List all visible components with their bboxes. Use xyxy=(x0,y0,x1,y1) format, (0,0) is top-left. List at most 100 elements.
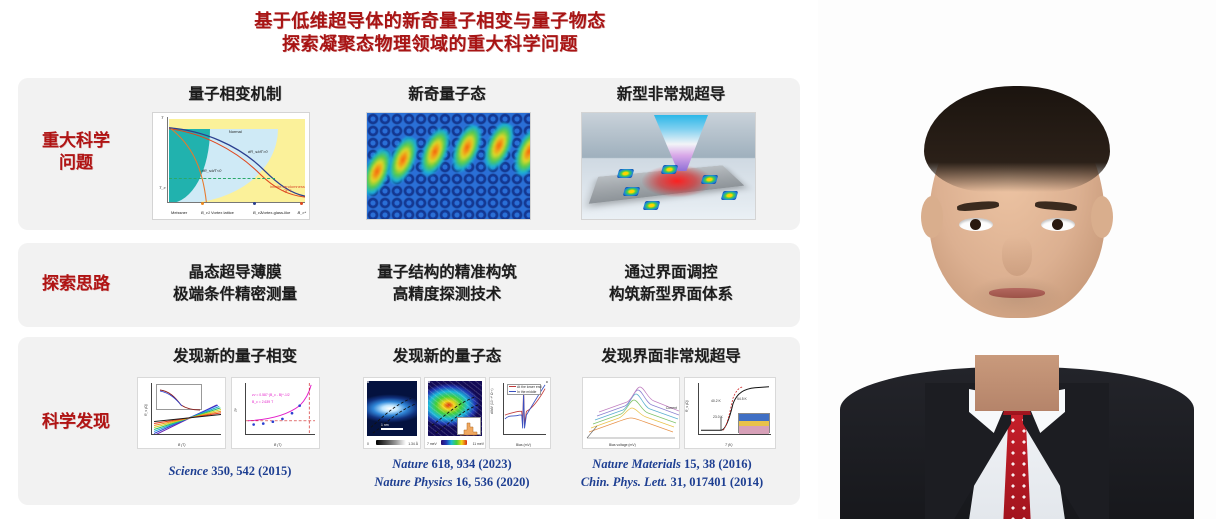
gap-map-histogram-inset xyxy=(457,417,481,436)
citation-details: 15, 38 (2016) xyxy=(680,457,752,471)
gap-map-cbar-min: 7 meV xyxy=(427,442,437,446)
citation-nature-physics: Nature Physics 16, 536 (2020) xyxy=(352,473,552,491)
stm-map-cbar-max: 1.34 Å xyxy=(408,442,418,446)
phase-diagram-annotation-qpt: Infinite-randomness QPT xyxy=(269,183,305,193)
stm-map-colorbar xyxy=(376,440,406,445)
didv-axes: At the lower end In the middle xyxy=(503,383,546,435)
phase-diagram-marker-bcstar xyxy=(300,202,303,205)
phase-diagram-label-vortex-lattice: Vortex lattice xyxy=(211,210,234,215)
citation-journal-name: Chin. Phys. Lett. xyxy=(580,475,668,490)
approach-col3-line1: 通过界面调控 xyxy=(624,264,718,281)
scaling-annotation-line-1: zν = 0.587·(B_c - B)^-1/2 xyxy=(252,393,290,397)
approach-text-col1: 晶态超导薄膜 极端条件精密测量 xyxy=(140,262,330,307)
figure-gap-map: b 7 meV 11 meV xyxy=(424,377,486,449)
citation-group-col3: Nature Materials 15, 38 (2016) Chin. Phy… xyxy=(566,455,778,491)
figure-3d-waterfall-spectra: Bias voltage (mV) Current xyxy=(582,377,680,449)
rvt-axes: 23.0 K 40.2 K 54.5 K xyxy=(698,383,771,435)
scaling-annotation-line-2: B_c = 2.639 T xyxy=(252,400,274,404)
portrait-nose xyxy=(1002,236,1032,276)
illustration-vortex-chip-5 xyxy=(700,175,719,184)
didv-legend-label-1: At the lower end xyxy=(517,385,542,389)
gap-map-cbar-max: 11 meV xyxy=(472,442,484,446)
phase-diagram-x-axis xyxy=(167,201,305,203)
row-label-approach: 探索思路 xyxy=(42,274,110,293)
phase-diagram-label-meissner: Meissner xyxy=(171,210,188,215)
col-header-novel-quantum-states: 新奇量子态 xyxy=(408,86,486,103)
row-label-major-questions: 重大科学 问题 xyxy=(22,130,130,174)
phase-diagram-y-tick-tc: T_c xyxy=(159,185,166,190)
scaling-x-axis-label: B (T) xyxy=(274,443,282,447)
phase-diagram-label-normal: Normal xyxy=(228,129,242,135)
stm-map-scale-bar xyxy=(381,428,403,430)
col-header-unconventional-superconductivity: 新型非常规超导 xyxy=(616,86,726,103)
rvt-annotation-54k: 54.5 K xyxy=(737,397,747,401)
illustration-vortex-chip-3 xyxy=(642,201,661,210)
figure-resistance-vs-field: R_s (Ω) B (T) xyxy=(137,377,226,449)
rvb-y-axis-label: R_s (Ω) xyxy=(143,404,148,416)
figure-stm-stripe-topography xyxy=(366,112,531,220)
phase-diagram-normal-region: Normal dR_s/dT>0 dR_s/dT<0 Infinite-rand… xyxy=(169,119,305,203)
approach-col2-line1: 量子结构的精准构筑 xyxy=(377,264,517,281)
portrait-neck xyxy=(975,355,1059,411)
scaling-y-axis-label: zν xyxy=(233,408,238,412)
gap-map-panel-letter: b xyxy=(428,380,431,384)
approach-col1-line2: 极端条件精密测量 xyxy=(172,286,297,304)
panel-approach xyxy=(18,243,800,327)
slide-title: 基于低维超导体的新奇量子相变与量子物态 探索凝聚态物理领域的重大科学问题 xyxy=(150,10,710,56)
phase-diagram-x-tick-bc1: B_c1 xyxy=(201,210,211,215)
didv-legend: At the lower end In the middle xyxy=(507,384,542,395)
illustration-vortex-chip-4 xyxy=(660,165,679,174)
figure-phase-diagram: Normal dR_s/dT>0 dR_s/dT<0 Infinite-rand… xyxy=(152,112,310,220)
scaling-axes: zν = 0.587·(B_c - B)^-1/2 B_c = 2.639 T xyxy=(245,383,315,435)
stm-map-heat xyxy=(367,381,417,436)
title-line-1: 基于低维超导体的新奇量子相变与量子物态 xyxy=(254,11,606,31)
portrait-pupil-right xyxy=(1052,219,1063,230)
didv-y-axis-label: dI/dV (10⁻¹⁰ Ω⁻¹) xyxy=(490,388,494,414)
waterfall-canvas xyxy=(583,378,679,448)
phase-diagram-x-tick-bcstar: B_c* xyxy=(297,210,306,215)
citation-details: 16, 536 (2020) xyxy=(452,475,530,490)
row-label-line-1: 重大科学 xyxy=(42,131,110,150)
phase-diagram-y-axis xyxy=(167,117,169,203)
stm-map-scale-label: 1 nm xyxy=(381,423,389,427)
discovery-header-new-quantum-state: 发现新的量子态 xyxy=(392,348,502,365)
phase-diagram-marker-bc2 xyxy=(253,202,256,205)
citation-details: 618, 934 (2023) xyxy=(428,457,512,471)
approach-text-col3: 通过界面调控 构筑新型界面体系 xyxy=(566,262,776,307)
phase-diagram-y-axis-label: T xyxy=(161,115,164,120)
citation-details: 350, 542 (2015) xyxy=(208,464,292,478)
row-label-line-2: 问题 xyxy=(59,153,93,173)
illustration-vortex-chip-6 xyxy=(720,191,739,200)
portrait-pupil-left xyxy=(970,219,981,230)
approach-col2-line2: 高精度探测技术 xyxy=(392,286,502,304)
rvt-annotation-23k: 23.0 K xyxy=(713,415,723,419)
figure-tip-illustration xyxy=(581,112,756,220)
waterfall-x-axis-label: Bias voltage (mV) xyxy=(609,443,636,447)
stm-map-cbar-min: 0 xyxy=(367,442,369,446)
citation-cpl: Chin. Phys. Lett. 31, 017401 (2014) xyxy=(566,473,778,491)
approach-text-col2: 量子结构的精准构筑 高精度探测技术 xyxy=(352,262,542,307)
figure-scaling-exponent: zν = 0.587·(B_c - B)^-1/2 B_c = 2.639 T … xyxy=(231,377,320,449)
phase-diagram-annotation-positive-slope: dR_s/dT>0 xyxy=(247,149,268,155)
phase-diagram-tc-dashed-line xyxy=(169,177,276,179)
portrait-hair xyxy=(924,86,1110,192)
portrait-photo xyxy=(818,0,1216,519)
figure-didv-spectra: At the lower end In the middle dI/dV (10… xyxy=(489,377,551,449)
approach-col1-line1: 晶态超导薄膜 xyxy=(188,264,282,281)
portrait-ear-left xyxy=(921,196,943,238)
discovery-header-new-phase-transition: 发现新的量子相变 xyxy=(172,348,297,365)
citation-details: 31, 017401 (2014) xyxy=(667,475,764,490)
phase-diagram-x-tick-bc2: B_c2 xyxy=(253,210,263,215)
citation-group-col1: Science 350, 542 (2015) xyxy=(137,462,323,480)
rvt-annotation-40k: 40.2 K xyxy=(711,399,721,403)
illustration-vortex-chip-2 xyxy=(622,187,641,196)
approach-col3-line2: 构筑新型界面体系 xyxy=(608,286,733,304)
portrait-ear-right xyxy=(1091,196,1113,238)
citation-nature: Nature 618, 934 (2023) xyxy=(352,455,552,473)
phase-diagram-label-vortex-glass: Vortex-glass-like xyxy=(261,210,291,215)
rvt-device-schematic-inset xyxy=(738,413,770,434)
stm-map-panel-letter: a xyxy=(367,380,369,384)
waterfall-z-axis-label: Current xyxy=(665,406,677,410)
didv-panel-letter: c xyxy=(546,380,548,384)
